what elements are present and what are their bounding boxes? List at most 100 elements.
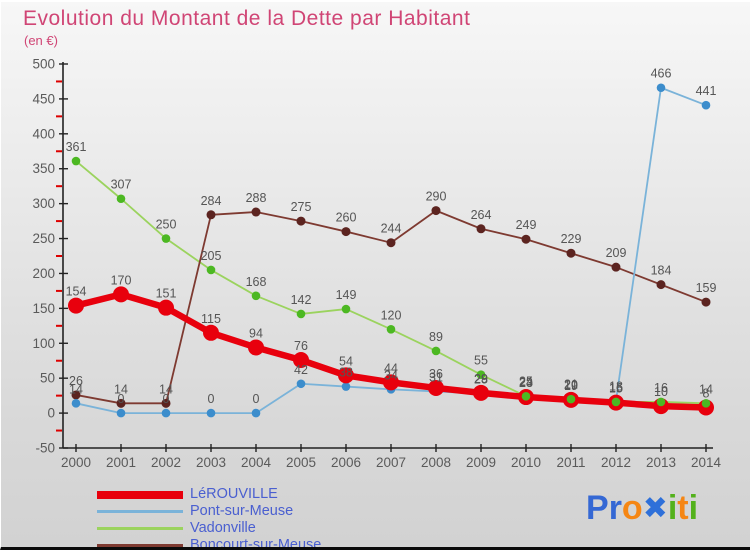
series-point-boncourt-sur-meuse [611, 262, 621, 272]
y-tick-label: 400 [32, 126, 55, 141]
page-subtitle: (en €) [24, 33, 58, 48]
series-point-boncourt-sur-meuse [71, 390, 81, 400]
point-label-vadonville: 16 [654, 381, 668, 395]
series-point-boncourt-sur-meuse [206, 210, 216, 220]
point-label-boncourt-sur-meuse: 264 [471, 208, 492, 222]
series-point-vadonville [206, 265, 216, 275]
legend-item: LéROUVILLE [97, 487, 321, 502]
point-label-pont-sur-meuse: 0 [163, 392, 170, 406]
point-label-boncourt-sur-meuse: 244 [381, 222, 402, 236]
series-point-l-rouville [293, 352, 309, 369]
point-label-l-rouville: 54 [339, 354, 353, 368]
x-tick-label: 2010 [511, 455, 541, 470]
legend-swatch [97, 510, 183, 513]
point-label-boncourt-sur-meuse: 14 [159, 382, 173, 396]
point-label-pont-sur-meuse: 28 [474, 373, 488, 387]
series-point-vadonville [116, 194, 126, 204]
y-tick-label: 300 [32, 196, 55, 211]
series-point-pont-sur-meuse [116, 408, 126, 418]
series-point-l-rouville [383, 374, 399, 391]
series-point-vadonville [611, 397, 621, 407]
series-point-pont-sur-meuse [206, 408, 216, 418]
point-label-boncourt-sur-meuse: 275 [291, 200, 312, 214]
series-point-boncourt-sur-meuse [656, 280, 666, 290]
logo-letter: o [621, 489, 643, 527]
page-title: Evolution du Montant de la Dette par Hab… [23, 7, 471, 30]
point-label-vadonville: 55 [474, 354, 488, 368]
logo-letter: r [608, 489, 622, 527]
legend-item: Pont-sur-Meuse [97, 504, 321, 519]
series-point-l-rouville [248, 339, 264, 356]
point-label-pont-sur-meuse: 466 [651, 67, 672, 81]
series-point-pont-sur-meuse [656, 83, 666, 93]
x-tick-label: 2000 [61, 455, 91, 470]
point-label-l-rouville: 15 [609, 382, 623, 396]
legend-swatch [97, 490, 183, 499]
point-label-pont-sur-meuse: 441 [696, 84, 717, 98]
point-label-boncourt-sur-meuse: 290 [426, 190, 447, 204]
x-tick-label: 2002 [151, 455, 181, 470]
point-label-pont-sur-meuse: 42 [294, 363, 308, 377]
x-tick-label: 2008 [421, 455, 451, 470]
point-label-pont-sur-meuse: 14 [69, 382, 83, 396]
point-label-boncourt-sur-meuse: 229 [561, 232, 582, 246]
point-label-boncourt-sur-meuse: 288 [246, 191, 267, 205]
y-tick-label: 450 [32, 91, 55, 106]
series-point-l-rouville [338, 367, 354, 384]
legend-label: Vadonville [190, 520, 256, 536]
y-tick-label: 150 [32, 301, 55, 316]
series-point-l-rouville [203, 324, 219, 341]
point-label-vadonville: 20 [564, 378, 578, 392]
series-point-vadonville [431, 346, 441, 356]
point-label-pont-sur-meuse: 25 [519, 375, 533, 389]
logo-letter: P [586, 489, 609, 527]
x-tick-label: 2005 [286, 455, 316, 470]
y-tick-label: 250 [32, 231, 55, 246]
point-label-vadonville: 120 [381, 308, 402, 322]
series-point-l-rouville [68, 297, 84, 314]
point-label-boncourt-sur-meuse: 159 [696, 281, 717, 295]
legend-label: LéROUVILLE [190, 486, 278, 502]
proxiti-logo: Pro✖iti [586, 489, 698, 528]
series-point-vadonville [566, 394, 576, 404]
series-point-pont-sur-meuse [251, 408, 261, 418]
point-label-l-rouville: 29 [474, 372, 488, 386]
point-label-pont-sur-meuse: 34 [384, 368, 398, 382]
x-tick-label: 2001 [106, 455, 136, 470]
y-tick-label: 50 [40, 371, 55, 386]
x-tick-label: 2007 [376, 455, 406, 470]
logo-letter: ✖ [642, 492, 668, 525]
series-point-boncourt-sur-meuse [296, 216, 306, 226]
point-label-l-rouville: 23 [519, 376, 533, 390]
point-label-pont-sur-meuse: 18 [609, 380, 623, 394]
point-label-boncourt-sur-meuse: 249 [516, 218, 537, 232]
point-label-boncourt-sur-meuse: 184 [651, 264, 672, 278]
series-point-l-rouville [473, 384, 489, 401]
point-label-vadonville: 205 [201, 249, 222, 263]
series-point-vadonville [476, 370, 486, 379]
x-tick-label: 2006 [331, 455, 361, 470]
legend-item: Boncourt-sur-Meuse [97, 537, 322, 550]
point-label-pont-sur-meuse: 0 [208, 392, 215, 406]
legend-item: Vadonville [97, 521, 321, 536]
series-point-l-rouville [428, 379, 444, 396]
point-label-boncourt-sur-meuse: 26 [69, 374, 83, 388]
point-label-vadonville: 89 [429, 330, 443, 344]
legend-label: Boncourt-sur-Meuse [190, 537, 322, 550]
point-label-vadonville: 16 [609, 381, 623, 395]
point-label-vadonville: 24 [519, 375, 533, 389]
point-label-boncourt-sur-meuse: 260 [336, 211, 357, 225]
point-label-vadonville: 142 [291, 293, 312, 307]
x-tick-label: 2013 [646, 455, 676, 470]
x-tick-label: 2009 [466, 455, 496, 470]
point-label-l-rouville: 154 [66, 285, 87, 299]
y-tick-label: 350 [32, 161, 55, 176]
x-tick-label: 2011 [556, 455, 585, 470]
series-point-boncourt-sur-meuse [386, 238, 396, 248]
y-tick-label: 500 [32, 57, 55, 72]
x-tick-label: 2003 [196, 455, 226, 470]
series-point-pont-sur-meuse [71, 399, 81, 408]
series-point-pont-sur-meuse [296, 379, 306, 389]
series-point-l-rouville [113, 286, 129, 303]
